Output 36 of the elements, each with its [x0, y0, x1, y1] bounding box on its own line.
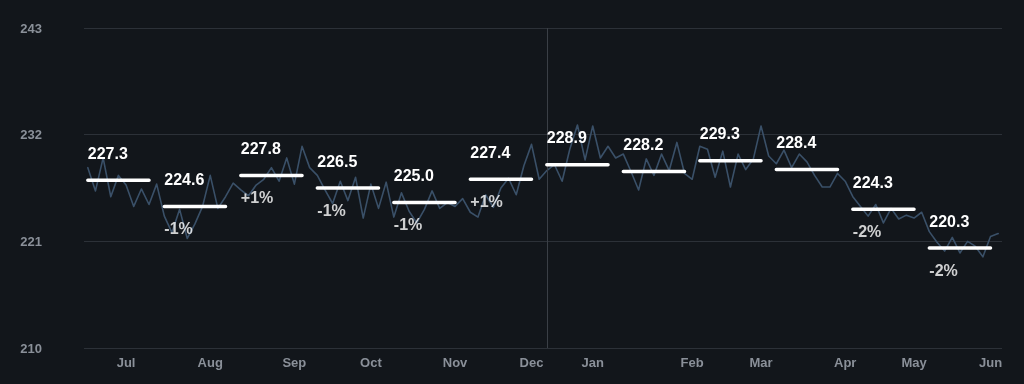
data-label: 227.4 [470, 143, 511, 161]
y-tick-label: 243 [20, 20, 42, 36]
annotation: +1% [240, 188, 274, 206]
data-label: 229.3 [699, 125, 740, 143]
y-tick-label: 232 [20, 127, 42, 143]
data-label: 228.4 [776, 134, 817, 152]
x-tick-label: Oct [360, 355, 383, 370]
annotation: -1% [393, 216, 423, 234]
annotation: -1% [164, 219, 193, 237]
y-tick-label: 221 [20, 233, 42, 249]
x-tick-label: Mar [749, 355, 773, 370]
data-label: 225.0 [393, 167, 434, 185]
data-label: 227.3 [87, 144, 128, 162]
x-tick-label: Jan [581, 355, 604, 370]
annotation: -2% [852, 222, 882, 240]
x-tick-label: Dec [519, 355, 544, 370]
x-tick-label: Jun [978, 355, 1003, 370]
y-tick-label: 210 [20, 340, 42, 356]
data-label: 224.3 [852, 173, 893, 191]
data-label: 228.2 [623, 136, 664, 154]
x-tick-label: Apr [833, 355, 857, 370]
data-label: 227.8 [240, 139, 281, 157]
data-label: 220.3 [929, 212, 970, 230]
annotation: -1% [317, 201, 346, 219]
x-tick-label: Nov [442, 355, 469, 370]
data-label: 224.6 [164, 170, 205, 188]
x-tick-label: Feb [680, 355, 704, 370]
annotation: +1% [470, 192, 503, 210]
annotation: -2% [929, 261, 958, 279]
x-tick-label: Aug [197, 355, 223, 370]
data-label: 228.9 [546, 129, 587, 147]
x-tick-label: May [901, 355, 928, 370]
x-tick-label: Sep [282, 355, 307, 370]
x-tick-label: Jul [116, 355, 136, 370]
data-label: 226.5 [317, 152, 358, 170]
line-series [87, 124, 999, 258]
